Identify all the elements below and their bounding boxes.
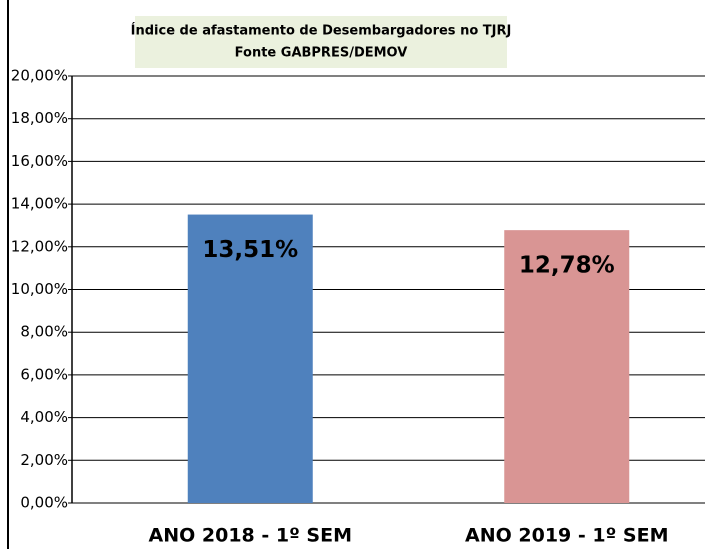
x-tick-label: ANO 2018 - 1º SEM xyxy=(149,525,353,547)
x-tick-label: ANO 2019 - 1º SEM xyxy=(465,525,669,547)
y-tick-label: 10,00% xyxy=(11,280,68,298)
bar xyxy=(504,230,630,503)
bar xyxy=(187,214,313,503)
chart-subtitle: Fonte GABPRES/DEMOV xyxy=(235,46,408,61)
y-tick-label: 0,00% xyxy=(20,494,68,512)
y-tick-label: 18,00% xyxy=(11,109,68,127)
y-tick-label: 16,00% xyxy=(11,152,68,170)
y-tick-label: 2,00% xyxy=(20,451,68,469)
y-tick-label: 20,00% xyxy=(11,67,68,85)
y-tick-label: 14,00% xyxy=(11,195,68,213)
y-tick-label: 12,00% xyxy=(11,237,68,255)
value-label: 12,78% xyxy=(519,253,615,279)
y-tick-label: 6,00% xyxy=(20,365,68,383)
chart-title: Índice de afastamento de Desembargadores… xyxy=(131,23,512,39)
value-label: 13,51% xyxy=(202,237,298,263)
title-box xyxy=(135,16,507,68)
y-tick-label: 4,00% xyxy=(20,408,68,426)
y-tick-label: 8,00% xyxy=(20,323,68,341)
